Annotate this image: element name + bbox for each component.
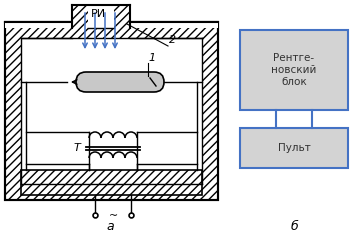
Bar	[240, 30, 348, 110]
Text: 1: 1	[149, 53, 156, 63]
Bar	[5, 22, 72, 28]
Text: а: а	[106, 219, 114, 233]
Bar	[114, 5, 130, 28]
Text: Рентге-
новский
блок: Рентге- новский блок	[271, 53, 317, 87]
Bar	[240, 128, 348, 168]
Text: ~: ~	[108, 211, 118, 221]
Text: Пульт: Пульт	[277, 143, 310, 153]
Text: Т: Т	[74, 143, 81, 153]
Bar	[5, 22, 218, 200]
Text: РИ: РИ	[91, 9, 106, 19]
FancyBboxPatch shape	[76, 72, 164, 92]
Text: 2: 2	[169, 35, 176, 45]
Text: б: б	[290, 219, 298, 233]
Bar	[88, 5, 114, 28]
Bar	[130, 22, 218, 28]
Bar	[21, 170, 202, 195]
Bar	[5, 22, 218, 200]
Bar	[72, 5, 88, 28]
Bar	[21, 38, 202, 184]
